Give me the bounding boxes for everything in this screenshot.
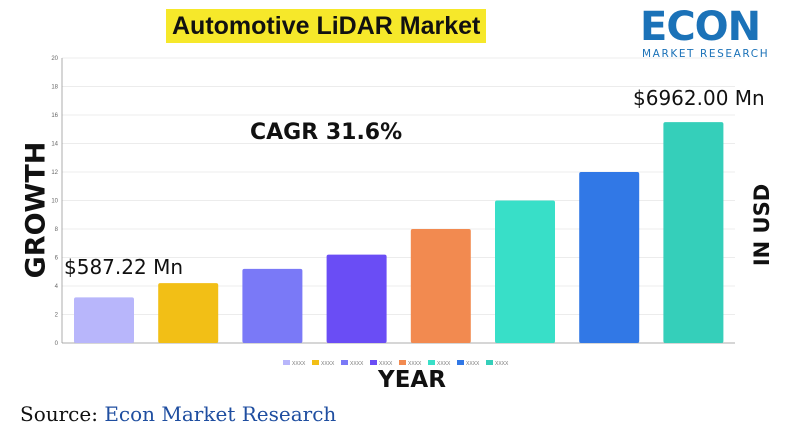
source-prefix: Source: bbox=[20, 402, 105, 426]
legend-swatch bbox=[457, 360, 464, 365]
legend: XXXX XXXX XXXX XXXX XXXX XXXX XXXX XXXX bbox=[283, 360, 509, 367]
y-tick-label: 16 bbox=[51, 113, 58, 119]
bar bbox=[74, 297, 134, 343]
legend-swatch bbox=[399, 360, 406, 365]
y-tick-label: 6 bbox=[55, 256, 59, 262]
bar bbox=[242, 268, 303, 343]
legend-label: XXXX bbox=[321, 361, 335, 367]
bar bbox=[579, 172, 640, 343]
legend-swatch bbox=[312, 360, 319, 365]
y-tick-label: 4 bbox=[55, 284, 59, 290]
legend-label: XXXX bbox=[379, 361, 393, 367]
legend-label: XXXX bbox=[495, 361, 509, 367]
last-bar-value-label: $6962.00 Mn bbox=[633, 86, 765, 110]
bar bbox=[158, 283, 219, 343]
x-axis-label: YEAR bbox=[378, 367, 446, 393]
cagr-annotation: CAGR 31.6% bbox=[250, 120, 403, 145]
logo-subtitle: MARKET RESEARCH bbox=[642, 48, 770, 60]
legend-swatch bbox=[428, 360, 435, 365]
legend-label: XXXX bbox=[350, 361, 364, 367]
y-tick-label: 14 bbox=[51, 142, 58, 148]
y-axis-label-right: IN USD bbox=[750, 183, 774, 267]
y-tick-label: 8 bbox=[55, 227, 59, 233]
y-tick-label: 18 bbox=[51, 85, 58, 91]
legend-label: XXXX bbox=[437, 361, 451, 367]
legend-label: XXXX bbox=[408, 361, 422, 367]
legend-swatch bbox=[341, 360, 348, 365]
legend-swatch bbox=[486, 360, 493, 365]
legend-swatch bbox=[283, 360, 290, 365]
bar bbox=[663, 122, 724, 343]
bars bbox=[74, 122, 724, 343]
first-bar-value-label: $587.22 Mn bbox=[64, 255, 183, 279]
legend-label: XXXX bbox=[292, 361, 306, 367]
source-name: Econ Market Research bbox=[104, 402, 337, 426]
y-tick-label: 12 bbox=[51, 170, 58, 176]
y-tick-label: 2 bbox=[55, 313, 59, 319]
logo-wordmark: ECON bbox=[640, 4, 761, 50]
econ-logo: ECON MARKET RESEARCH bbox=[640, 6, 790, 64]
y-axis-ticks: 0 2 4 6 8 10 12 14 16 18 20 bbox=[51, 56, 58, 347]
legend-label: XXXX bbox=[466, 361, 480, 367]
bar bbox=[326, 254, 387, 343]
y-axis-label: GROWTH bbox=[20, 141, 52, 279]
y-tick-label: 10 bbox=[51, 199, 58, 205]
chart-title: Automotive LiDAR Market bbox=[166, 9, 487, 43]
bar bbox=[495, 200, 555, 343]
source-line: Source: Econ Market Research bbox=[20, 402, 336, 426]
y-tick-label: 20 bbox=[51, 56, 58, 62]
bar bbox=[410, 229, 471, 343]
legend-swatch bbox=[370, 360, 377, 365]
y-tick-label: 0 bbox=[55, 341, 59, 347]
